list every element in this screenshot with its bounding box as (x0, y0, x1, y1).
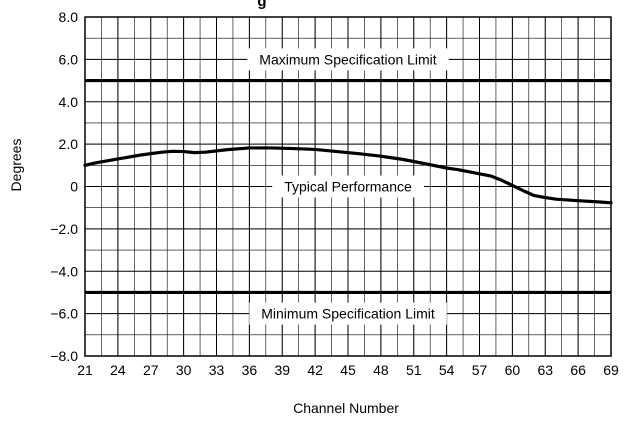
annotations: Maximum Specification Limit Typical Perfo… (247, 48, 449, 325)
x-tick-label: 24 (110, 362, 126, 378)
series-line-0 (83, 146, 613, 205)
annotation-label-1: Typical Performance (284, 179, 412, 195)
y-tick-label: 6.0 (59, 51, 79, 67)
y-axis-label: Degrees (8, 139, 24, 192)
x-tick-label: 48 (373, 362, 389, 378)
y-tick-label: −4.0 (50, 263, 78, 279)
y-tick-label: −2.0 (50, 221, 78, 237)
y-tick-label: 4.0 (59, 94, 79, 110)
chart-title-fragment: g (257, 0, 266, 10)
plot-frame (84, 16, 612, 357)
x-tick-labels: 21 24 27 30 33 36 39 42 45 48 51 54 57 60 63 66 69 (77, 362, 619, 378)
y-tick-labels: −8.0 −6.0 −4.0 −2.0 0 2.0 4.0 6.0 8.0 (50, 9, 78, 364)
x-tick-label: 30 (176, 362, 192, 378)
y-tick-label: 8.0 (59, 9, 79, 25)
x-tick-label: 39 (274, 362, 290, 378)
x-tick-label: 36 (242, 362, 258, 378)
annotation-background (249, 302, 447, 325)
y-tick-label: −8.0 (50, 348, 78, 364)
y-tick-label: 2.0 (59, 136, 79, 152)
y-tick-label: −6.0 (50, 306, 78, 322)
x-tick-label: 60 (505, 362, 521, 378)
y-tick-label: 0 (70, 179, 78, 195)
x-tick-label: 45 (340, 362, 356, 378)
x-tick-label: 21 (77, 362, 93, 378)
x-tick-label: 54 (439, 362, 455, 378)
x-tick-label: 51 (406, 362, 422, 378)
series-group (83, 146, 613, 205)
x-tick-label: 69 (603, 362, 619, 378)
annotation-background (247, 48, 449, 71)
annotation-label-0: Maximum Specification Limit (259, 51, 436, 67)
annotation-background (272, 175, 425, 198)
x-tick-label: 57 (472, 362, 488, 378)
annotation-label-2: Minimum Specification Limit (261, 306, 435, 322)
x-tick-label: 42 (307, 362, 323, 378)
x-axis-label: Channel Number (293, 400, 399, 416)
x-tick-label: 33 (209, 362, 225, 378)
limit-lines (85, 78, 611, 295)
x-tick-label: 27 (143, 362, 159, 378)
x-tick-label: 63 (537, 362, 553, 378)
x-tick-label: 66 (570, 362, 586, 378)
